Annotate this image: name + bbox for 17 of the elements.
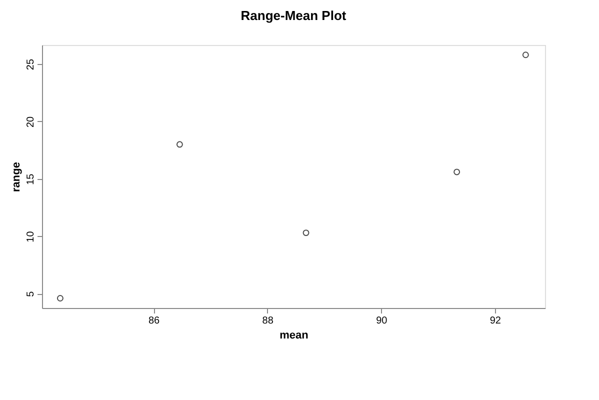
- y-tick-label: 5: [26, 290, 36, 297]
- point: [176, 141, 183, 148]
- x-tick-label: 86: [148, 316, 160, 326]
- x-tick-label: 90: [376, 316, 388, 326]
- y-tick-label: 25: [26, 58, 36, 70]
- y-tick-label: 10: [26, 230, 36, 242]
- x-tick-label: 92: [490, 316, 502, 326]
- y-axis-title: range: [10, 162, 22, 192]
- point: [302, 230, 310, 236]
- x-tick-label: 88: [262, 316, 274, 326]
- point: [56, 295, 64, 302]
- x-axis-title: mean: [280, 330, 309, 342]
- chart-title: Range-Mean Plot: [240, 8, 347, 23]
- y-tick-label: 20: [26, 116, 36, 128]
- y-tick-label: 15: [26, 173, 36, 185]
- point: [454, 168, 460, 176]
- point: [522, 52, 529, 58]
